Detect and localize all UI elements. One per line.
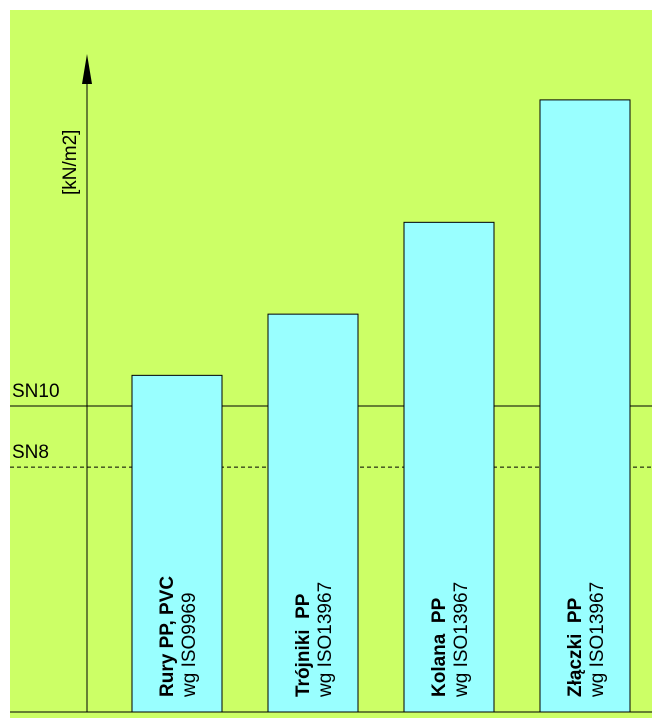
category-label: Rury PP, PVC: [157, 576, 178, 697]
category-sublabel: wg ISO13967: [587, 582, 608, 698]
category-sublabel: wg ISO13967: [451, 582, 472, 698]
bar: [267, 313, 359, 713]
category-sublabel: wg ISO13967: [315, 582, 336, 698]
category-sublabel: wg ISO9969: [179, 592, 200, 698]
bar: [403, 221, 495, 713]
category-label: Trójniki PP: [293, 593, 314, 697]
y-axis-label: [kN/m2]: [60, 130, 81, 195]
y-axis-arrow: [82, 54, 92, 84]
reference-label: SN10: [12, 381, 60, 402]
bar: [131, 374, 223, 713]
category-label: Złączki PP: [565, 597, 586, 697]
bar: [539, 99, 631, 713]
reference-label: SN8: [12, 442, 49, 463]
category-label: Kolana PP: [429, 597, 450, 697]
